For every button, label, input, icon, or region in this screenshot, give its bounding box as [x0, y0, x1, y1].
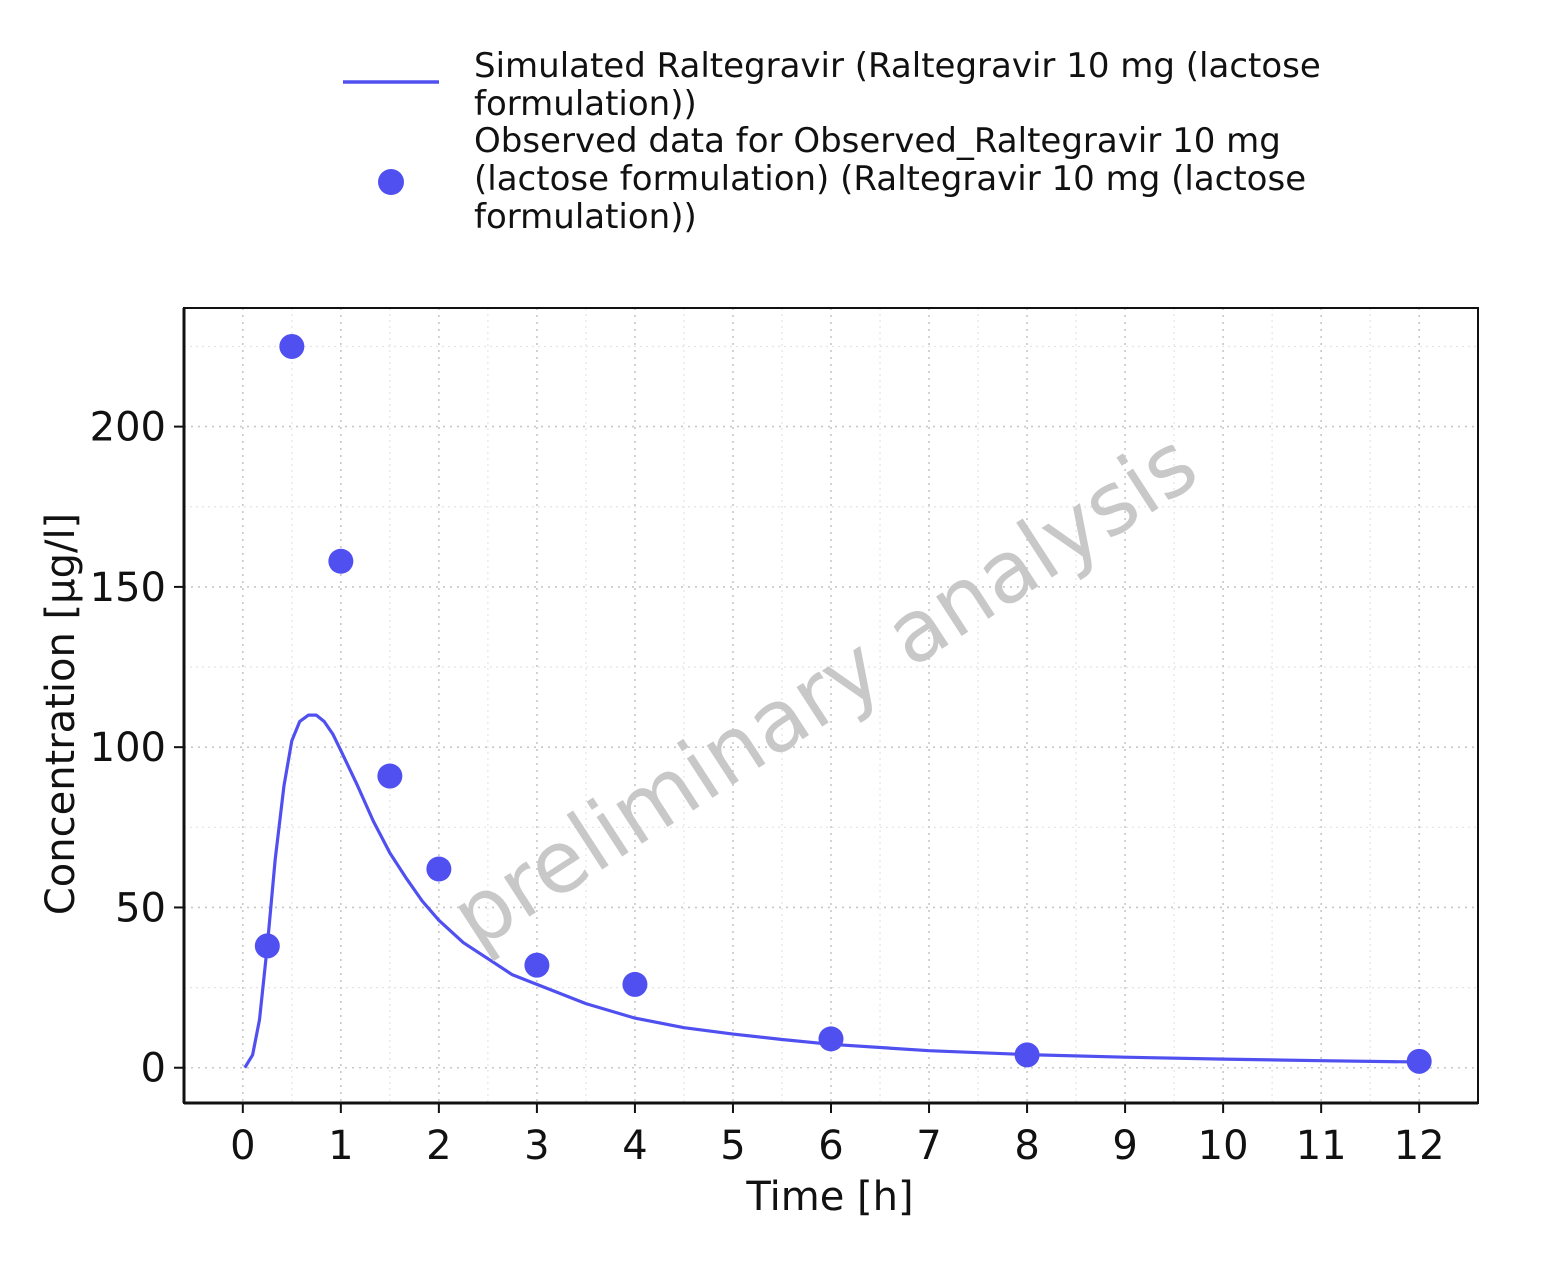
- observed-data-point: [1406, 1048, 1432, 1074]
- y-axis-label: Concentration [µg/l]: [38, 513, 84, 915]
- x-axis-label: Time [h]: [745, 1174, 913, 1220]
- legend-entry-observed: formulation)): [474, 197, 697, 237]
- observed-data-point: [818, 1026, 844, 1052]
- watermark-text: preliminary analysis: [434, 413, 1214, 968]
- legend-swatch-point: [378, 169, 404, 195]
- legend-entry-observed: Observed data for Observed_Raltegravir 1…: [474, 121, 1281, 161]
- x-tick-label: 10: [1198, 1123, 1249, 1169]
- x-tick-label: 3: [524, 1123, 549, 1169]
- y-tick-label: 200: [90, 405, 166, 451]
- observed-data-point: [426, 856, 452, 882]
- x-tick-label: 7: [916, 1123, 941, 1169]
- x-tick-label: 8: [1014, 1123, 1039, 1169]
- legend-entry-observed: (lactose formulation) (Raltegravir 10 mg…: [474, 159, 1306, 199]
- y-tick-label: 150: [90, 565, 166, 611]
- observed-data-point: [254, 933, 280, 959]
- x-tick-label: 0: [230, 1123, 255, 1169]
- observed-data-point: [279, 333, 305, 359]
- observed-data-point: [1014, 1042, 1040, 1068]
- x-tick-label: 1: [328, 1123, 353, 1169]
- legend: Simulated Raltegravir (Raltegravir 10 mg…: [343, 46, 1321, 237]
- x-tick-label: 11: [1296, 1123, 1347, 1169]
- observed-data-point: [524, 952, 550, 978]
- x-tick-label: 5: [720, 1123, 745, 1169]
- x-tick-label: 6: [818, 1123, 843, 1169]
- observed-data-point: [377, 763, 403, 789]
- observed-data-point: [622, 971, 648, 997]
- simulated-series-line: [243, 713, 1420, 1069]
- y-tick-label: 0: [141, 1046, 166, 1092]
- x-tick-label: 2: [426, 1123, 451, 1169]
- y-tick-label: 50: [115, 885, 166, 931]
- plot-area: [243, 333, 1432, 1074]
- x-tick-label: 9: [1112, 1123, 1137, 1169]
- legend-entry-simulated: formulation)): [474, 84, 697, 124]
- x-tick-label: 12: [1394, 1123, 1445, 1169]
- grid: [184, 308, 1478, 1103]
- y-tick-label: 100: [90, 725, 166, 771]
- observed-data-point: [328, 548, 354, 574]
- legend-entry-simulated: Simulated Raltegravir (Raltegravir 10 mg…: [474, 46, 1321, 86]
- x-tick-label: 4: [622, 1123, 647, 1169]
